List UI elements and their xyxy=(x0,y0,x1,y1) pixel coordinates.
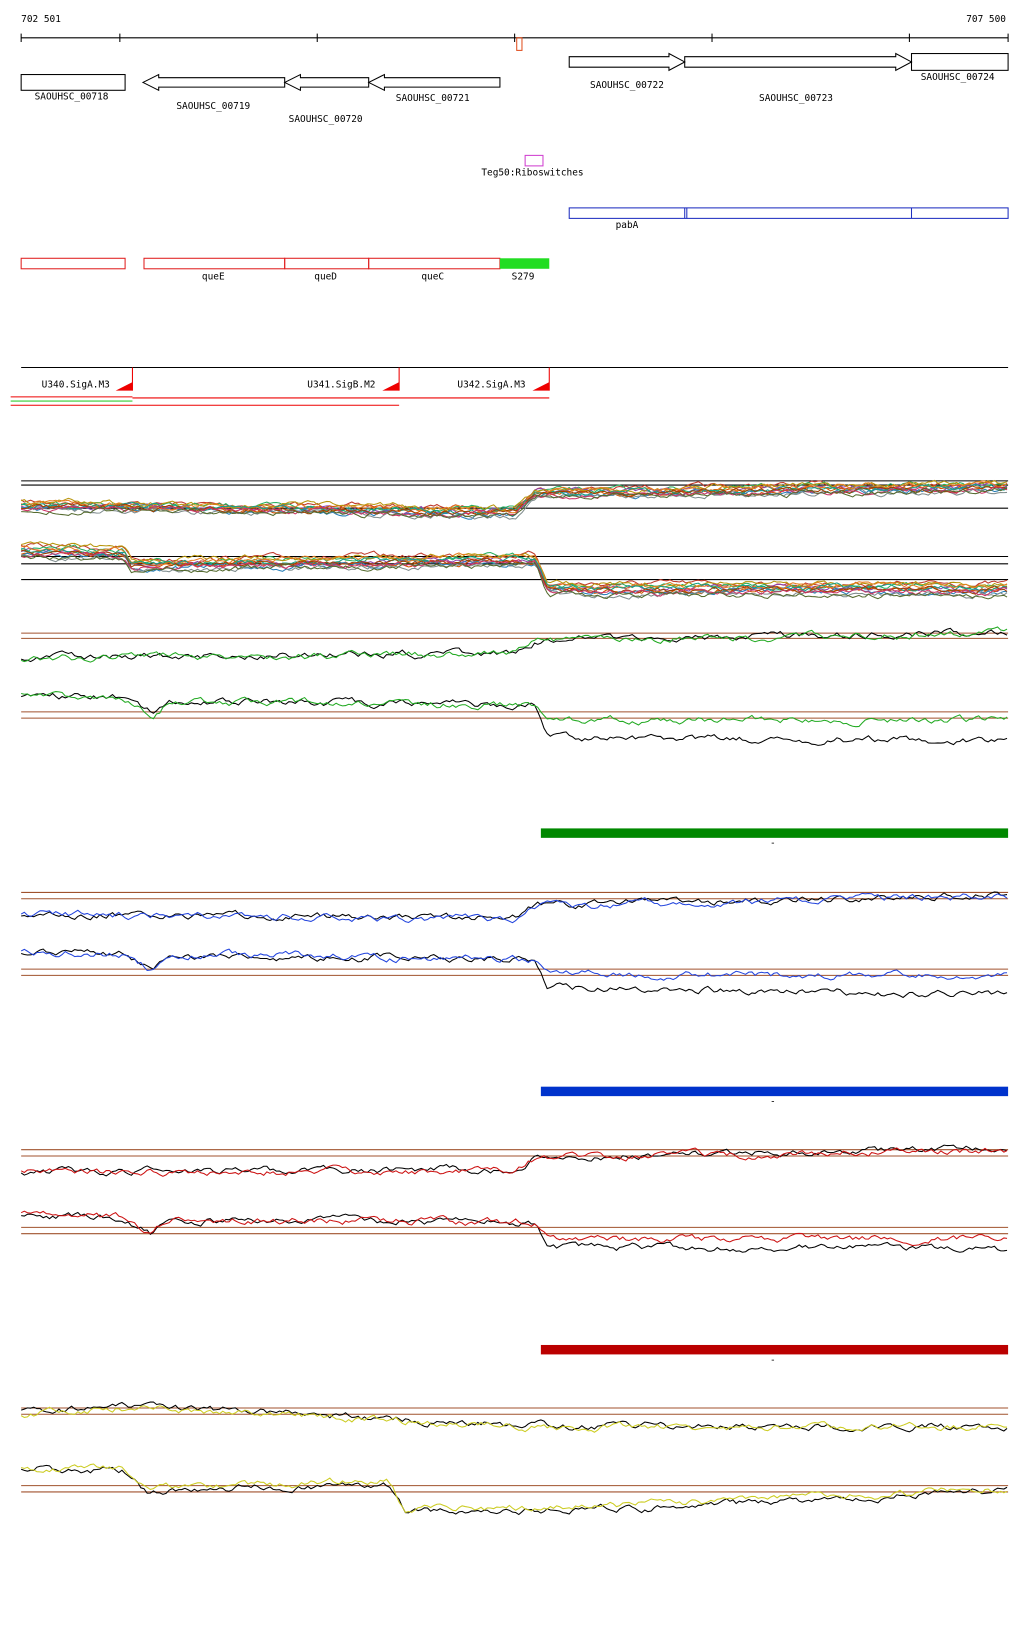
trace xyxy=(20,1464,1008,1516)
trace xyxy=(21,487,1008,519)
ruler-start: 702 501 xyxy=(21,14,61,25)
trace xyxy=(21,1463,1008,1514)
trace xyxy=(21,692,1008,746)
trace xyxy=(20,1147,1008,1177)
gene xyxy=(568,52,686,72)
trace xyxy=(21,548,1008,592)
trace xyxy=(21,553,1008,600)
track-marker: - xyxy=(770,838,776,849)
feature-label: queE xyxy=(202,271,225,282)
riboswitch-label: Teg50:Riboswitches xyxy=(481,167,583,178)
track-marker: - xyxy=(770,1355,776,1366)
riboswitch xyxy=(524,154,544,167)
ruler: 702 501 707 500 xyxy=(20,14,1009,51)
gene-label: SAOUHSC_00723 xyxy=(759,93,833,104)
feature-label: queD xyxy=(314,271,337,282)
genes xyxy=(20,52,1009,92)
gene xyxy=(20,74,126,91)
promoter-label: U341.SigB.M2 xyxy=(307,379,375,390)
promoter-label: U342.SigA.M3 xyxy=(457,379,525,390)
gene-label: SAOUHSC_00722 xyxy=(590,80,664,91)
variant-marker xyxy=(516,37,523,51)
trace xyxy=(20,892,1008,924)
trace xyxy=(20,627,1008,663)
trace xyxy=(21,555,1008,600)
trace xyxy=(21,891,1008,922)
gene xyxy=(283,73,370,92)
condition-bar xyxy=(540,828,1009,838)
gene xyxy=(367,73,501,92)
gene xyxy=(684,52,913,72)
operon xyxy=(568,207,1009,219)
gene xyxy=(910,53,1009,71)
trace xyxy=(21,691,1008,728)
feature-label: S279 xyxy=(512,271,535,282)
trace xyxy=(21,551,1008,597)
srna-feature xyxy=(499,258,550,269)
condition-bar xyxy=(540,1344,1009,1355)
trace xyxy=(20,626,1008,663)
trace xyxy=(20,1210,1008,1247)
gene-label: SAOUHSC_00724 xyxy=(921,72,995,83)
promoters xyxy=(10,366,1009,406)
gene-label: SAOUHSC_00719 xyxy=(176,101,250,112)
gene xyxy=(141,73,286,92)
trace xyxy=(20,1405,1008,1433)
gene-label: SAOUHSC_00720 xyxy=(289,114,363,125)
trace xyxy=(20,480,1008,515)
track-marker: - xyxy=(770,1097,776,1108)
trace xyxy=(21,488,1008,520)
trace xyxy=(20,948,1008,981)
trace xyxy=(20,948,1008,999)
trace xyxy=(20,549,1008,595)
promoter-label: U340.SigA.M3 xyxy=(42,379,110,390)
ruler-end: 707 500 xyxy=(966,14,1006,25)
ruler-ticks xyxy=(20,33,1009,42)
feature-label: queC xyxy=(421,271,444,282)
operon-label: pabA xyxy=(616,220,639,231)
rna-features xyxy=(20,257,501,270)
gene-label: SAOUHSC_00718 xyxy=(35,92,109,103)
expression-traces xyxy=(20,479,1009,1516)
trace xyxy=(21,1211,1008,1253)
trace xyxy=(20,1401,1008,1433)
gene-label: SAOUHSC_00721 xyxy=(396,93,470,104)
condition-bar xyxy=(540,1086,1009,1097)
